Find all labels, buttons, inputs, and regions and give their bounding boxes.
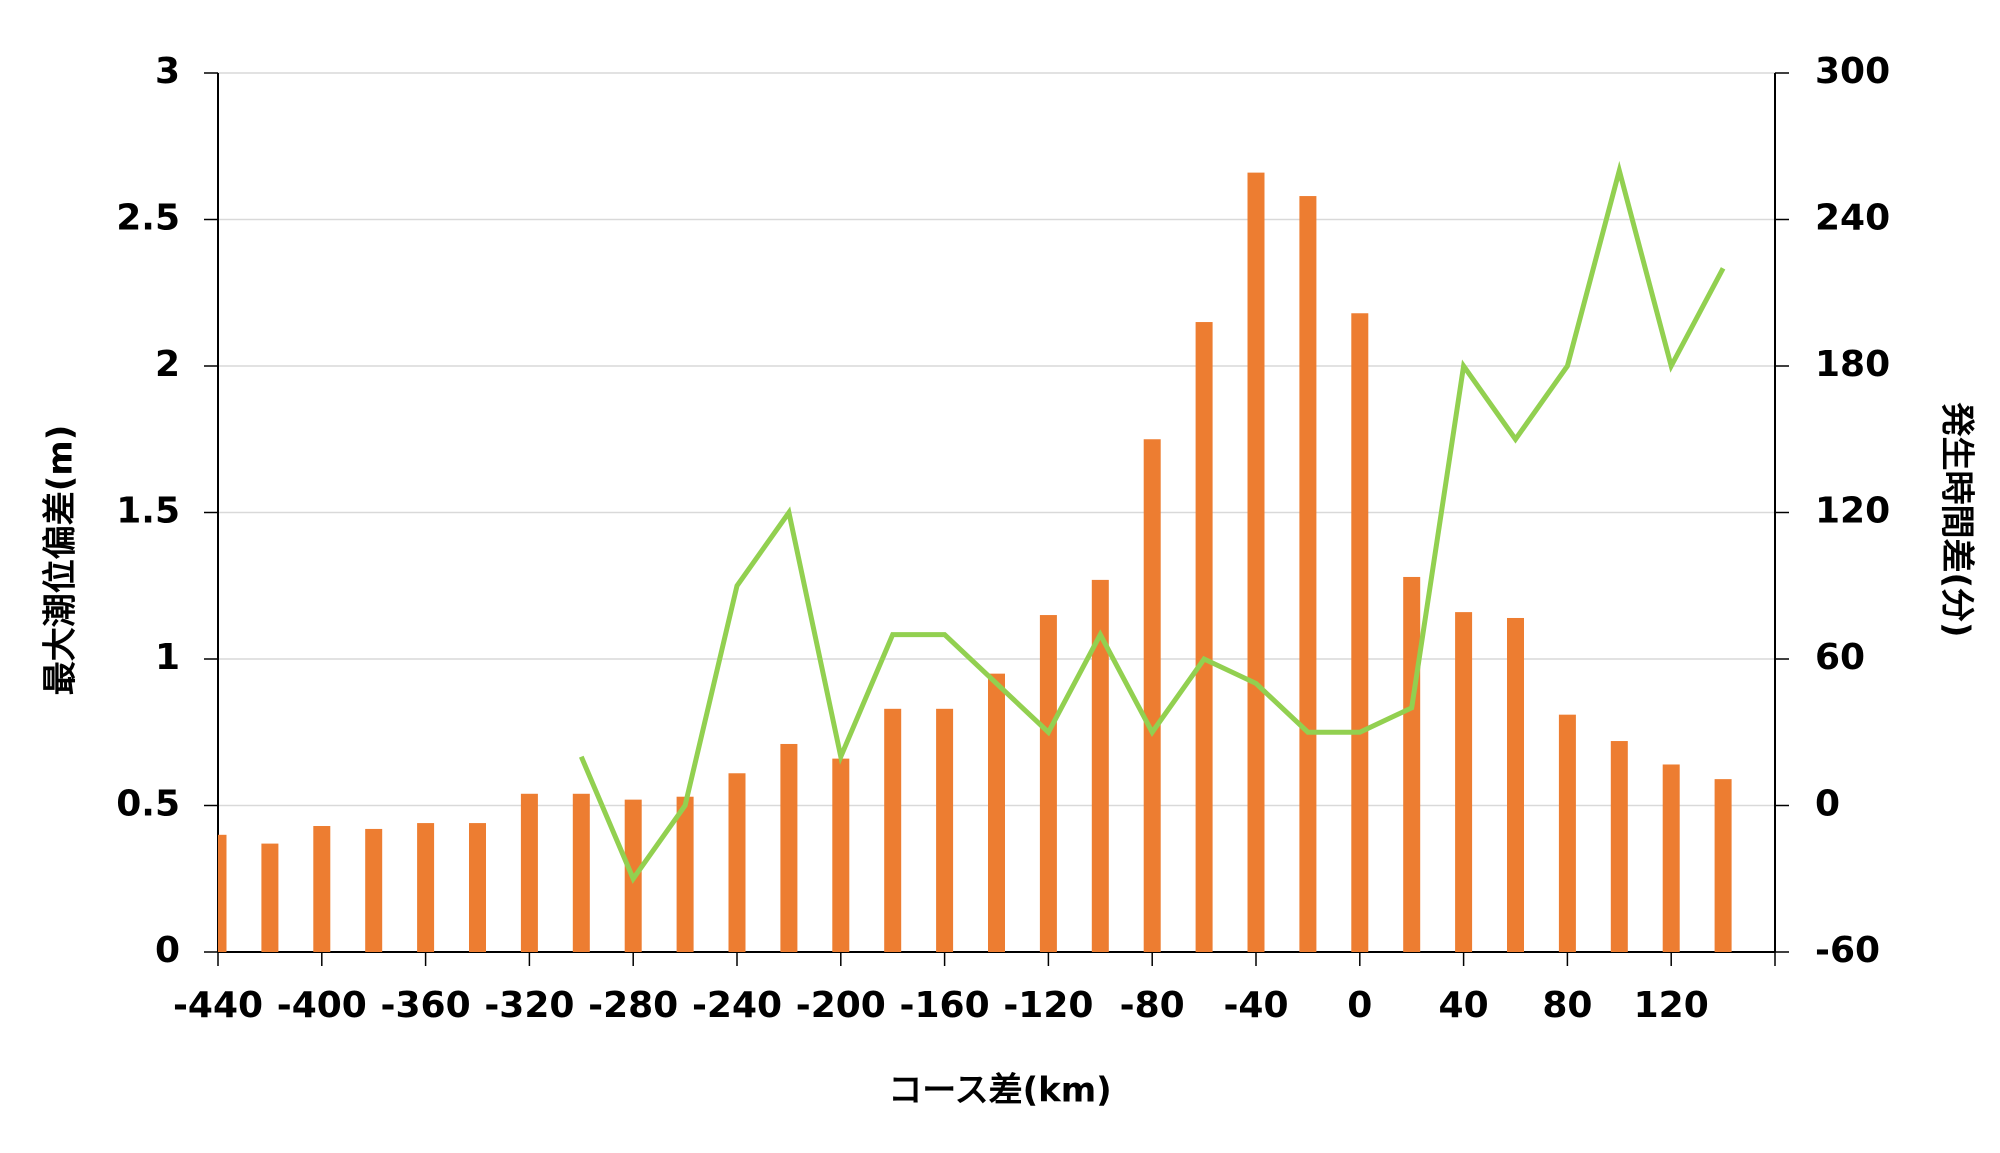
bar <box>1662 764 1680 952</box>
bar <box>988 673 1005 952</box>
bar <box>1403 576 1421 952</box>
x-tick-label: -400 <box>277 985 367 1026</box>
y-tick-label: 1 <box>155 637 180 678</box>
bar <box>1299 196 1317 952</box>
y-tick-label: 3 <box>155 51 180 92</box>
y2-tick-label: 300 <box>1815 51 1890 92</box>
x-tick-label: -200 <box>796 985 886 1026</box>
y2-tick-label: 240 <box>1815 198 1890 239</box>
y2-tick-label: 120 <box>1815 491 1890 532</box>
x-axis-title: コース差(km) <box>888 1071 1111 1111</box>
x-tick-label: 80 <box>1542 985 1592 1026</box>
bar <box>313 826 331 952</box>
y-tick-label: 0 <box>155 930 180 971</box>
bar <box>520 793 538 952</box>
x-tick-label: -360 <box>381 985 471 1026</box>
bar <box>1558 714 1576 952</box>
bar <box>218 834 227 952</box>
bar <box>1714 779 1732 952</box>
bar <box>676 796 694 952</box>
x-tick-label: 40 <box>1439 985 1489 1026</box>
y2-tick-label: 180 <box>1815 344 1890 385</box>
bar <box>1247 172 1265 952</box>
x-tick-label: 0 <box>1347 985 1372 1026</box>
x-tick-label: -120 <box>1003 985 1093 1026</box>
bar <box>936 708 954 952</box>
y-axis-title: 最大潮位偏差(m) <box>41 425 81 696</box>
bar <box>572 793 590 952</box>
y-tick-label: 0.5 <box>116 784 180 825</box>
x-tick-label: -280 <box>588 985 678 1026</box>
bar <box>780 743 798 952</box>
y2-axis-title: 発生時間差(分) <box>1937 402 1977 637</box>
y2-tick-label: 60 <box>1815 637 1865 678</box>
bar <box>1039 615 1057 952</box>
bar <box>365 828 383 952</box>
bar <box>1610 741 1628 952</box>
y-tick-label: 2 <box>155 344 180 385</box>
bar <box>884 708 902 952</box>
bar <box>469 823 486 952</box>
bar <box>728 773 746 952</box>
bar <box>1143 439 1161 952</box>
y2-tick-label: 0 <box>1815 784 1840 825</box>
bar <box>1195 322 1213 952</box>
bar <box>1455 612 1473 952</box>
x-tick-label: -440 <box>173 985 263 1026</box>
y-tick-label: 1.5 <box>116 491 180 532</box>
bar <box>261 843 279 952</box>
x-tick-label: 120 <box>1634 985 1709 1026</box>
y-tick-label: 2.5 <box>116 198 180 239</box>
plot-area <box>218 160 1732 952</box>
bar <box>832 758 850 952</box>
x-tick-label: -160 <box>900 985 990 1026</box>
y2-tick-label: -60 <box>1815 930 1880 971</box>
bar <box>1351 313 1369 952</box>
x-tick-label: -320 <box>484 985 574 1026</box>
x-tick-label: -40 <box>1223 985 1288 1026</box>
x-tick-label: -240 <box>692 985 782 1026</box>
line <box>578 160 1726 884</box>
bar <box>1091 579 1109 952</box>
x-tick-label: -80 <box>1120 985 1185 1026</box>
bar <box>417 823 435 952</box>
bar <box>1507 617 1524 952</box>
